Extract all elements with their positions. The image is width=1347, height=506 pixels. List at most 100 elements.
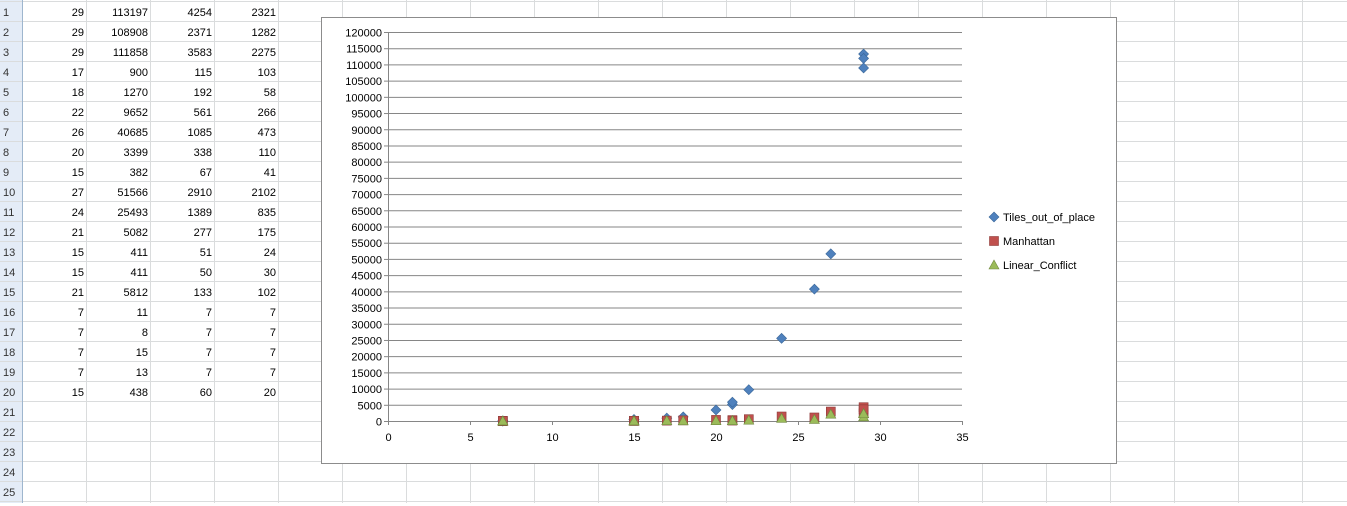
cell-value[interactable]: 29 bbox=[72, 47, 84, 59]
cell-value[interactable]: 438 bbox=[130, 387, 148, 399]
cell-value[interactable]: 2371 bbox=[188, 27, 212, 39]
cell-value[interactable]: 27 bbox=[72, 187, 84, 199]
cell-value[interactable]: 338 bbox=[194, 147, 212, 159]
cell-value[interactable]: 7 bbox=[78, 347, 84, 359]
row-header[interactable]: 11 bbox=[3, 207, 14, 219]
legend-marker[interactable] bbox=[988, 211, 1000, 223]
cell-value[interactable]: 5082 bbox=[124, 227, 148, 239]
cell-value[interactable]: 266 bbox=[258, 107, 276, 119]
cell-value[interactable]: 22 bbox=[72, 107, 84, 119]
data-point[interactable] bbox=[743, 384, 755, 396]
cell-value[interactable]: 24 bbox=[264, 247, 276, 259]
data-point[interactable] bbox=[710, 415, 722, 425]
cell-value[interactable]: 11 bbox=[137, 307, 148, 319]
cell-value[interactable]: 3583 bbox=[188, 47, 212, 59]
cell-value[interactable]: 29 bbox=[72, 7, 84, 19]
cell-value[interactable]: 900 bbox=[130, 67, 148, 79]
cell-value[interactable]: 7 bbox=[270, 367, 276, 379]
cell-value[interactable]: 13 bbox=[136, 367, 148, 379]
data-point[interactable] bbox=[776, 412, 788, 423]
cell-value[interactable]: 2102 bbox=[252, 187, 276, 199]
cell-value[interactable]: 382 bbox=[130, 167, 148, 179]
cell-value[interactable]: 1085 bbox=[188, 127, 212, 139]
legend-marker[interactable] bbox=[989, 236, 999, 246]
cell-value[interactable]: 133 bbox=[194, 287, 212, 299]
cell-value[interactable]: 5812 bbox=[124, 287, 148, 299]
cell-value[interactable]: 7 bbox=[78, 327, 84, 339]
cell-value[interactable]: 40685 bbox=[117, 127, 148, 139]
scatter-chart[interactable]: 0 5000 10000 15000 20000 25000 30000 35000 40000… bbox=[321, 17, 1117, 464]
cell-value[interactable]: 15 bbox=[72, 387, 84, 399]
cell-value[interactable]: 2275 bbox=[252, 47, 276, 59]
data-point[interactable] bbox=[808, 413, 820, 424]
cell-value[interactable]: 7 bbox=[206, 327, 212, 339]
row-header[interactable]: 8 bbox=[3, 147, 9, 159]
cell-value[interactable]: 7 bbox=[78, 367, 84, 379]
row-header[interactable]: 21 bbox=[3, 407, 15, 419]
cell-value[interactable]: 50 bbox=[200, 267, 212, 279]
cell-value[interactable]: 103 bbox=[258, 67, 276, 79]
cell-value[interactable]: 7 bbox=[270, 347, 276, 359]
row-header[interactable]: 15 bbox=[3, 287, 15, 299]
cell-value[interactable]: 60 bbox=[200, 387, 212, 399]
legend-marker[interactable] bbox=[988, 259, 1000, 270]
cell-value[interactable]: 4254 bbox=[188, 7, 212, 19]
cell-value[interactable]: 7 bbox=[270, 327, 276, 339]
data-point[interactable] bbox=[710, 404, 722, 416]
row-header[interactable]: 13 bbox=[3, 247, 15, 259]
cell-value[interactable]: 277 bbox=[194, 227, 212, 239]
row-header[interactable]: 12 bbox=[3, 227, 15, 239]
cell-value[interactable]: 17 bbox=[72, 67, 84, 79]
cell-value[interactable]: 411 bbox=[130, 247, 148, 259]
row-header[interactable]: 3 bbox=[3, 47, 9, 59]
row-header[interactable]: 24 bbox=[3, 467, 15, 479]
cell-value[interactable]: 110 bbox=[258, 147, 276, 159]
data-point[interactable] bbox=[497, 415, 509, 426]
cell-value[interactable]: 835 bbox=[258, 207, 276, 219]
cell-value[interactable]: 21 bbox=[72, 287, 84, 299]
cell-value[interactable]: 58 bbox=[264, 87, 276, 99]
cell-value[interactable]: 15 bbox=[72, 267, 84, 279]
row-header[interactable]: 23 bbox=[3, 447, 15, 459]
cell-value[interactable]: 115 bbox=[194, 67, 212, 79]
cell-value[interactable]: 1270 bbox=[124, 87, 148, 99]
row-header[interactable]: 18 bbox=[3, 347, 15, 359]
row-header[interactable]: 14 bbox=[3, 267, 15, 279]
row-header[interactable]: 16 bbox=[3, 307, 15, 319]
cell-value[interactable]: 3399 bbox=[124, 147, 148, 159]
row-header[interactable]: 9 bbox=[3, 167, 9, 179]
cell-value[interactable]: 7 bbox=[78, 307, 84, 319]
cell-value[interactable]: 24 bbox=[72, 207, 84, 219]
cell-value[interactable]: 15 bbox=[72, 247, 84, 259]
cell-value[interactable]: 7 bbox=[206, 347, 212, 359]
cell-value[interactable]: 7 bbox=[206, 367, 212, 379]
row-header[interactable]: 22 bbox=[3, 427, 15, 439]
data-point[interactable] bbox=[743, 414, 755, 425]
cell-value[interactable]: 29 bbox=[72, 27, 84, 39]
cell-value[interactable]: 2321 bbox=[252, 7, 276, 19]
cell-value[interactable]: 473 bbox=[258, 127, 276, 139]
row-header[interactable]: 7 bbox=[3, 127, 9, 139]
cell-value[interactable]: 51 bbox=[200, 247, 212, 259]
cell-value[interactable]: 21 bbox=[72, 227, 84, 239]
cell-value[interactable]: 20 bbox=[264, 387, 276, 399]
cell-value[interactable]: 175 bbox=[258, 227, 276, 239]
row-header[interactable]: 2 bbox=[3, 27, 9, 39]
data-point[interactable] bbox=[825, 408, 837, 419]
row-header[interactable]: 6 bbox=[3, 107, 9, 119]
cell-value[interactable]: 25493 bbox=[117, 207, 148, 219]
cell-value[interactable]: 30 bbox=[264, 267, 276, 279]
cell-value[interactable]: 113197 bbox=[112, 7, 148, 19]
cell-value[interactable]: 1282 bbox=[252, 27, 276, 39]
cell-value[interactable]: 9652 bbox=[124, 107, 148, 119]
cell-value[interactable]: 18 bbox=[72, 87, 84, 99]
cell-value[interactable]: 561 bbox=[194, 107, 212, 119]
data-point[interactable] bbox=[661, 415, 673, 425]
data-point[interactable] bbox=[726, 415, 738, 425]
cell-value[interactable]: 192 bbox=[194, 87, 212, 99]
cell-value[interactable]: 111858 bbox=[113, 47, 148, 59]
row-header[interactable]: 25 bbox=[3, 487, 15, 499]
data-point[interactable] bbox=[858, 52, 870, 64]
cell-value[interactable]: 67 bbox=[200, 167, 212, 179]
row-header[interactable]: 19 bbox=[3, 367, 15, 379]
